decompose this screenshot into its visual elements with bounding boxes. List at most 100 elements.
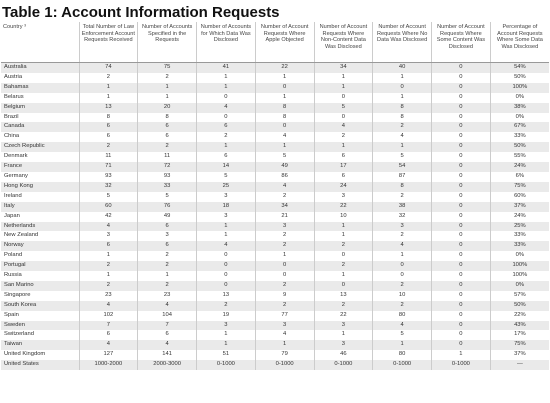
value-cell: 5: [196, 171, 256, 182]
country-cell: Australia: [1, 62, 79, 73]
value-cell: 4: [137, 300, 197, 311]
value-cell: 0: [431, 122, 491, 133]
value-cell: 3: [254, 221, 314, 232]
value-cell: 2: [254, 231, 314, 242]
value-cell: 2: [254, 300, 314, 311]
value-cell: 127: [78, 350, 138, 361]
value-cell: 0: [254, 82, 314, 93]
value-cell: 0: [313, 112, 373, 123]
value-cell: 0: [431, 231, 491, 242]
table-row: United Kingdom 127 141 51 79 46 80 1 37%: [1, 350, 549, 361]
value-cell: 0%: [489, 112, 549, 123]
value-cell: 22%: [489, 310, 549, 321]
value-cell: 0: [431, 112, 491, 123]
value-cell: 4: [137, 340, 197, 351]
value-cell: 1: [372, 142, 432, 153]
value-cell: 141: [137, 350, 197, 361]
value-cell: 71: [78, 162, 138, 172]
table-row: Australia 74 75 41 22 34 40 0 54%: [1, 62, 549, 73]
value-cell: 8: [137, 112, 197, 123]
value-cell: 1: [372, 92, 432, 103]
country-cell: Portugal: [1, 261, 79, 272]
value-cell: 1: [78, 251, 138, 262]
value-cell: 4: [196, 102, 256, 113]
value-cell: 21: [254, 211, 314, 222]
value-cell: 2: [313, 132, 373, 143]
value-cell: 0: [431, 102, 491, 113]
country-cell: San Marino: [1, 280, 79, 291]
table-row: Norway 6 6 4 2 2 4 0 33%: [1, 241, 549, 252]
table-row: Italy 60 76 18 34 22 38 0 37%: [1, 201, 549, 212]
value-cell: 0: [431, 271, 491, 281]
value-cell: 4: [372, 241, 432, 252]
value-cell: 4: [78, 221, 138, 232]
value-cell: 5: [372, 152, 432, 163]
country-cell: Taiwan: [1, 340, 79, 351]
table-row: Netherlands 4 6 1 3 1 3 0 25%: [1, 221, 549, 232]
value-cell: 6: [313, 152, 373, 163]
value-cell: 49: [254, 162, 314, 172]
value-cell: 8: [254, 112, 314, 123]
value-cell: 1: [313, 271, 373, 281]
value-cell: 6: [137, 132, 197, 143]
value-cell: 11: [137, 152, 197, 163]
value-cell: 43%: [489, 320, 549, 331]
value-cell: 2: [196, 300, 256, 311]
value-cell: 6: [78, 132, 138, 143]
value-cell: 1: [313, 231, 373, 242]
value-cell: —: [489, 360, 549, 371]
value-cell: 1: [313, 82, 373, 93]
country-cell: Belarus: [4, 93, 24, 100]
value-cell: 75: [137, 62, 197, 73]
country-cell: Russia: [4, 272, 22, 279]
value-cell: 0: [431, 92, 491, 103]
value-cell: 50%: [489, 72, 549, 83]
value-cell: 2: [372, 122, 432, 133]
value-cell: 0: [196, 280, 256, 291]
table-row: China 6 6 2 4 2 4 0 33%: [1, 132, 549, 143]
value-cell: 22: [313, 201, 373, 212]
value-cell: 3: [372, 221, 432, 232]
value-cell: 22: [313, 310, 373, 321]
value-cell: 4: [313, 122, 373, 133]
value-cell: 34: [254, 201, 314, 212]
value-cell: 25: [196, 181, 256, 192]
table-row: Japan 42 49 3 21 10 32 0 24%: [1, 211, 549, 222]
value-cell: 0: [196, 261, 256, 272]
value-cell: 2: [254, 191, 314, 202]
column-header: Number of Accounts Specified in the Requ…: [137, 22, 197, 63]
value-cell: 3: [313, 320, 373, 331]
country-cell: United States: [1, 360, 79, 371]
value-cell: 4: [254, 132, 314, 143]
country-cell: China: [4, 133, 20, 140]
value-cell: 0: [431, 290, 491, 301]
value-cell: 1: [78, 82, 138, 93]
value-cell: 32: [372, 211, 432, 222]
country-cell: Japan: [4, 212, 20, 219]
value-cell: 0: [431, 241, 491, 252]
value-cell: 37%: [489, 350, 549, 361]
value-cell: 1: [372, 72, 432, 83]
value-cell: 6: [137, 330, 197, 341]
value-cell: 32: [78, 181, 138, 192]
value-cell: 72: [137, 162, 197, 172]
value-cell: 37%: [489, 201, 549, 212]
value-cell: 6: [137, 241, 197, 252]
value-cell: 0-1000: [254, 360, 314, 371]
value-cell: 3: [196, 320, 256, 331]
value-cell: 10: [313, 211, 373, 222]
value-cell: 20: [137, 102, 197, 113]
value-cell: 0: [431, 261, 491, 272]
value-cell: 3: [313, 191, 373, 202]
value-cell: 93: [78, 171, 138, 182]
value-cell: 7: [137, 320, 197, 331]
country-cell: Belgium: [1, 102, 79, 113]
country-cell: Spain: [4, 311, 19, 318]
value-cell: 4: [254, 181, 314, 192]
table-row: Poland 1 2 0 1 0 1 0 0%: [1, 251, 549, 262]
value-cell: 100%: [489, 261, 549, 272]
value-cell: 2: [196, 132, 256, 143]
column-header: Number of Account Requests Where Non-Con…: [313, 22, 373, 63]
value-cell: 2: [372, 280, 432, 291]
country-cell: South Korea: [1, 300, 79, 311]
